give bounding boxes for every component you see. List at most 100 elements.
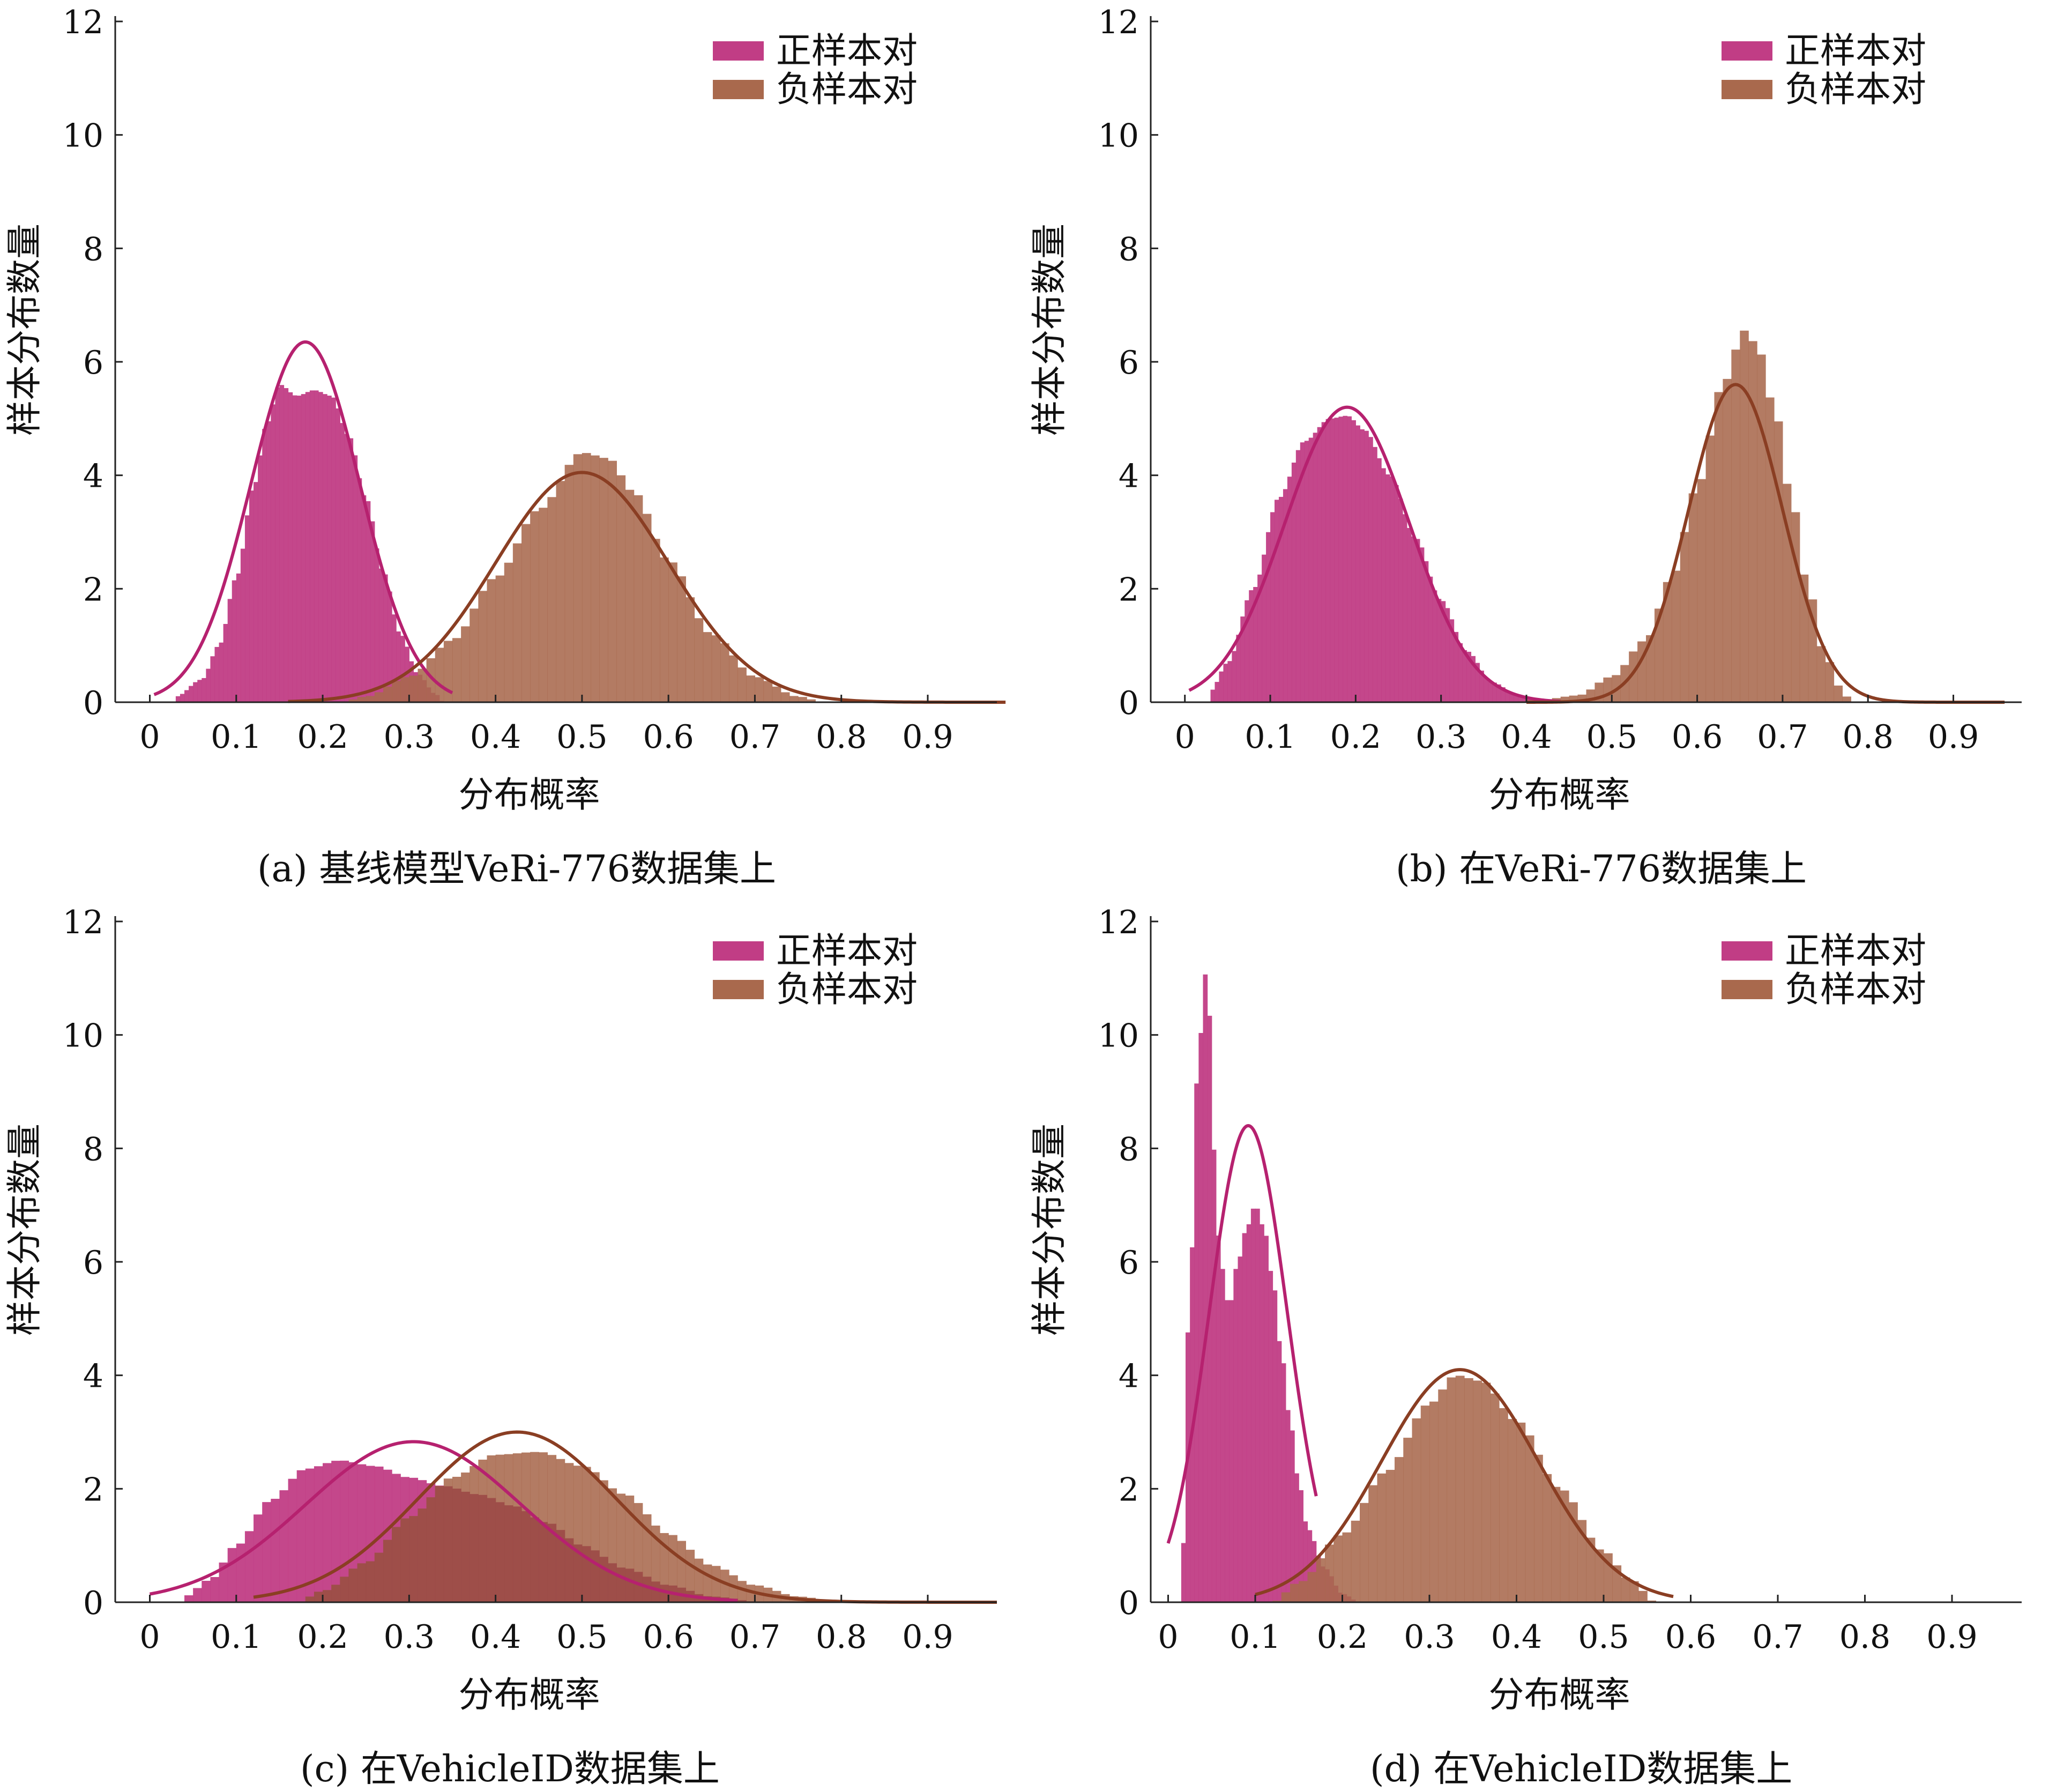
histogram-bar: [418, 668, 427, 702]
histogram-bar: [1343, 415, 1348, 702]
x-tick-label: 0.7: [1752, 1618, 1803, 1656]
x-tick-label: 0: [139, 718, 160, 756]
histogram-bar: [1629, 1581, 1639, 1602]
histogram-bar: [1260, 1224, 1264, 1602]
legend-swatch-positive: [1722, 41, 1772, 61]
y-tick-label: 2: [1119, 1471, 1139, 1508]
y-tick-label: 12: [1098, 4, 1139, 41]
x-tick-label: 0: [1158, 1618, 1178, 1656]
histogram-bar: [1629, 651, 1638, 702]
x-axis-label: 分布概率: [1489, 774, 1630, 815]
histogram-series-negative: [340, 453, 825, 703]
histogram-bar: [487, 579, 496, 702]
histogram-bar: [301, 394, 306, 702]
histogram-bar: [703, 632, 712, 702]
histogram-bar: [1299, 1581, 1308, 1602]
legend-label-positive: 正样本对: [776, 30, 918, 71]
histogram-bar: [634, 495, 643, 702]
histogram-bar: [271, 1499, 280, 1602]
histogram-bar: [1723, 378, 1732, 702]
histogram-bar: [1303, 1521, 1308, 1602]
histogram-bar: [288, 1478, 297, 1602]
y-tick-label: 4: [1119, 1358, 1139, 1395]
x-tick-label: 0.2: [297, 1618, 348, 1656]
histogram-bar: [1351, 1520, 1360, 1602]
histogram-bar: [1394, 485, 1399, 702]
y-tick-label: 12: [63, 904, 103, 941]
histogram-bar: [244, 515, 250, 702]
histogram-bar: [1229, 1300, 1234, 1602]
histogram-bar: [1466, 651, 1472, 702]
histogram-bar: [711, 1566, 721, 1602]
y-tick-label: 2: [83, 571, 103, 608]
histogram-bar: [1516, 1422, 1526, 1602]
x-tick-label: 0.7: [1757, 718, 1808, 756]
histogram-bar: [236, 1543, 245, 1602]
x-tick-label: 0.5: [1578, 1618, 1629, 1656]
histogram-bar: [296, 1470, 306, 1602]
histogram-overlap-bar: [305, 1596, 315, 1602]
y-tick-label: 6: [1119, 344, 1139, 382]
histogram-bar: [1295, 450, 1301, 702]
histogram-bar: [1299, 1490, 1303, 1602]
x-axis-label: 分布概率: [459, 1674, 600, 1715]
histogram-bar: [1186, 1332, 1190, 1602]
histogram-overlap-bar: [487, 1498, 496, 1602]
histogram-bar: [1316, 1558, 1325, 1602]
histogram-bar: [1757, 354, 1766, 702]
histogram-bar: [279, 385, 285, 702]
histogram-bar: [720, 643, 729, 702]
histogram-bar: [336, 408, 340, 702]
histogram-bar: [1281, 1592, 1291, 1602]
histogram-bar: [1603, 677, 1612, 702]
y-tick-label: 4: [83, 1358, 103, 1395]
x-tick-label: 0.9: [1928, 718, 1979, 756]
histogram-bar: [642, 514, 652, 702]
histogram-bar: [202, 1581, 211, 1602]
x-tick-label: 0.6: [1672, 718, 1723, 756]
histogram-bar: [599, 458, 608, 702]
histogram-bar: [254, 482, 258, 702]
y-tick-label: 6: [83, 344, 103, 382]
histogram-bar: [1505, 690, 1510, 702]
histogram-bar: [292, 395, 297, 702]
histogram-bar: [1518, 695, 1523, 702]
histogram-bar: [1308, 437, 1314, 702]
histogram-bar: [262, 1502, 271, 1602]
histogram-bar: [1479, 671, 1484, 702]
histogram-bar: [521, 524, 531, 702]
histogram-bar: [1429, 1401, 1439, 1602]
x-tick-label: 0.9: [902, 1618, 953, 1656]
histogram-bar: [1663, 582, 1672, 702]
histogram-bar: [1342, 1532, 1352, 1602]
x-tick-label: 0.5: [1586, 718, 1637, 756]
histogram-bar: [1543, 1474, 1552, 1602]
histogram-bar: [1697, 479, 1707, 702]
histogram-bar: [1232, 651, 1236, 702]
x-tick-label: 0.1: [1245, 718, 1295, 756]
histogram-overlap-bar: [331, 1585, 340, 1602]
chart-panel-a: 0 2 4 6 8 10 12 0 0.1 0.2 0.3 0.4 0.5 0.6 0.7 0.8 0.9 分布概…: [0, 0, 1025, 890]
histogram-bar: [1245, 600, 1249, 702]
histogram-bar: [1304, 441, 1309, 702]
histogram-bar: [327, 396, 332, 702]
histogram-bar: [1291, 462, 1297, 702]
histogram-bar: [1680, 532, 1689, 702]
histogram-bar: [1671, 570, 1681, 702]
histogram-bar: [1646, 635, 1655, 702]
histogram-bar: [210, 1577, 220, 1602]
histogram-bars: [1210, 330, 1851, 703]
x-tick-label: 0.6: [643, 718, 694, 756]
histogram-bar: [1278, 496, 1284, 702]
histogram-overlap-bar: [564, 1538, 574, 1602]
histogram-overlap-bar: [599, 1557, 608, 1602]
histogram-bar: [1257, 574, 1262, 703]
histogram-bar: [1385, 474, 1390, 702]
fit-curve-negative: [1255, 1368, 1674, 1598]
x-tick-label: 0.2: [1317, 1618, 1368, 1656]
histogram-bar: [737, 667, 747, 702]
chart-caption-c: (c) 在VehicleID数据集上: [300, 1748, 720, 1790]
histogram-bar: [452, 638, 461, 702]
histogram-bar: [772, 686, 781, 702]
histogram-bar: [1774, 421, 1783, 703]
